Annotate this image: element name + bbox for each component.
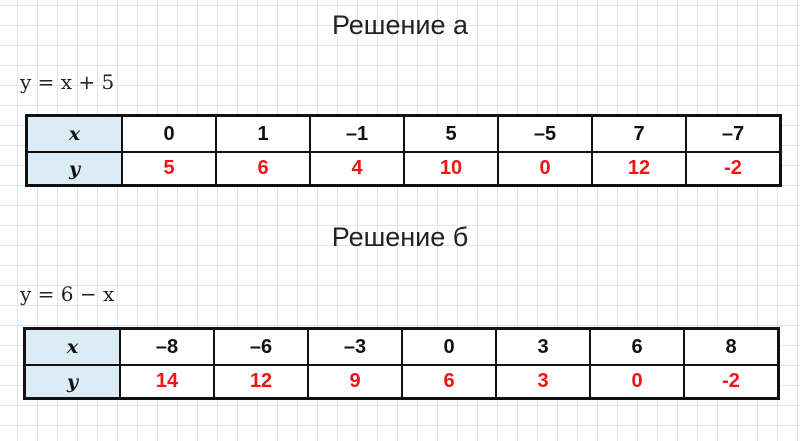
part-a-title: Решение а	[331, 10, 469, 40]
row-label: x	[23, 327, 121, 366]
y-cell: 3	[495, 364, 591, 400]
y-row: y 14 12 9 6 3 0 -2	[23, 364, 780, 400]
y-row: y 5 6 4 10 0 12 -2	[25, 151, 782, 187]
y-cell: 12	[213, 364, 309, 400]
x-cell: –6	[213, 327, 309, 366]
x-cell: –5	[497, 114, 593, 153]
x-cell: 3	[495, 327, 591, 366]
x-row: x –8 –6 –3 0 3 6 8	[23, 327, 780, 366]
x-cell: –8	[119, 327, 215, 366]
part-b-title: Решение б	[331, 222, 469, 252]
x-cell: –3	[307, 327, 403, 366]
y-cell: 0	[589, 364, 685, 400]
x-row: x 0 1 –1 5 –5 7 –7	[25, 114, 782, 153]
y-cell: 9	[307, 364, 403, 400]
part-a-formula: y = x + 5	[20, 70, 115, 94]
row-label: y	[25, 151, 123, 187]
part-a-table: x 0 1 –1 5 –5 7 –7 y 5 6 4 10 0 12 -2	[25, 114, 782, 187]
y-cell: 0	[497, 151, 593, 187]
y-cell: 12	[591, 151, 687, 187]
y-cell: -2	[685, 151, 782, 187]
y-cell: 14	[119, 364, 215, 400]
x-cell: –1	[309, 114, 405, 153]
x-cell: 8	[683, 327, 780, 366]
row-label: y	[23, 364, 121, 400]
y-cell: 6	[401, 364, 497, 400]
part-b-table: x –8 –6 –3 0 3 6 8 y 14 12 9 6 3 0 -2	[23, 327, 780, 400]
row-label: x	[25, 114, 123, 153]
y-cell: 4	[309, 151, 405, 187]
y-cell: 6	[215, 151, 311, 187]
y-cell: 10	[403, 151, 499, 187]
y-cell: -2	[683, 364, 780, 400]
y-cell: 5	[121, 151, 217, 187]
x-cell: 1	[215, 114, 311, 153]
x-cell: 6	[589, 327, 685, 366]
part-b-formula: y = 6 − x	[20, 282, 115, 306]
x-cell: 5	[403, 114, 499, 153]
x-cell: 0	[401, 327, 497, 366]
x-cell: –7	[685, 114, 782, 153]
x-cell: 0	[121, 114, 217, 153]
x-cell: 7	[591, 114, 687, 153]
